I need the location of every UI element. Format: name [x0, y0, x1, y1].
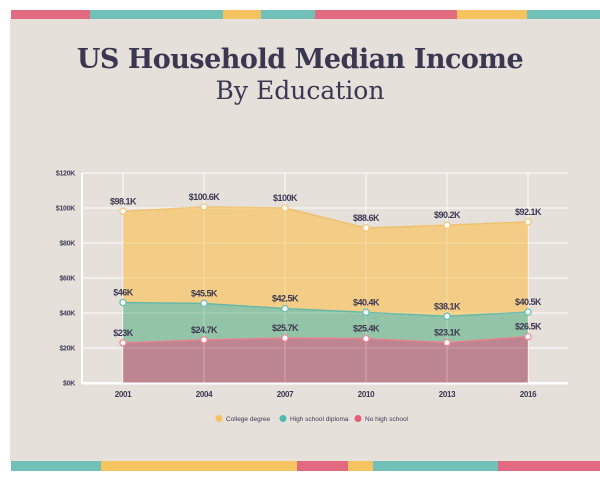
- line-no-high-school: [122, 335, 529, 344]
- data-point-label-no-high-school: $25.7K: [272, 323, 299, 333]
- data-point-label-college-degree: $100K: [273, 193, 298, 203]
- data-point-marker-no-high-school: [200, 336, 208, 344]
- data-point-label-college-degree: $100.6K: [189, 192, 221, 202]
- data-point-label-college-degree: $98.1K: [110, 196, 137, 206]
- stripe-segment-yellow: [223, 10, 261, 19]
- data-point-label-no-high-school: $26.5K: [515, 322, 542, 332]
- data-point-marker-college-degree: [362, 224, 370, 232]
- legend-dot-no-high-school: [354, 415, 362, 422]
- data-point-marker-college-degree: [200, 203, 208, 211]
- data-point-marker-no-high-school: [443, 338, 451, 347]
- data-point-marker-high-school-diploma: [200, 299, 208, 308]
- stripe-segment-teal: [373, 461, 498, 471]
- stripe-segment-yellow: [348, 461, 373, 471]
- stripe-segment-teal: [527, 10, 600, 19]
- data-point-marker-college-degree: [119, 207, 127, 216]
- y-tick-label: $100K: [56, 206, 75, 213]
- data-point-marker-high-school-diploma: [119, 298, 127, 307]
- data-point-marker-no-high-school: [524, 332, 532, 341]
- y-tick-label: $60K: [59, 276, 75, 283]
- y-tick-label: $40K: [59, 311, 75, 318]
- legend-label-high-school-diploma: High school diploma: [290, 416, 349, 423]
- data-point-marker-no-high-school: [119, 339, 127, 347]
- y-tick-label: $20K: [59, 346, 75, 353]
- x-tick-label: 2013: [439, 390, 456, 399]
- y-tick-label: $120K: [56, 171, 75, 178]
- data-point-label-college-degree: $92.1K: [515, 207, 542, 217]
- x-tick-label: 2010: [358, 390, 375, 399]
- x-tick-label: 2001: [115, 390, 132, 399]
- data-point-marker-high-school-diploma: [443, 312, 451, 321]
- line-high-school-diploma: [122, 301, 529, 318]
- data-point-label-high-school-diploma: $40.4K: [353, 297, 380, 307]
- stripe-segment-pink: [11, 10, 90, 19]
- x-tick-label: 2007: [277, 390, 294, 399]
- data-point-marker-no-high-school: [362, 334, 370, 343]
- decorative-stripe-top: [11, 10, 600, 19]
- x-tick-label: 2004: [196, 390, 213, 399]
- stripe-segment-pink: [315, 10, 457, 19]
- data-point-marker-college-degree: [443, 221, 451, 229]
- data-point-label-no-high-school: $25.4K: [353, 324, 380, 334]
- line-college-degree: [122, 206, 529, 229]
- page-title: US Household Median Income: [76, 44, 524, 75]
- legend-dot-high-school-diploma: [279, 415, 287, 422]
- data-point-label-no-high-school: $23K: [113, 328, 134, 338]
- page-subtitle: By Education: [215, 75, 385, 105]
- data-point-marker-high-school-diploma: [362, 308, 370, 317]
- data-point-marker-high-school-diploma: [281, 304, 289, 313]
- stripe-segment-yellow: [457, 10, 527, 19]
- x-tick-label: 2016: [520, 390, 537, 399]
- y-tick-label: $80K: [59, 241, 75, 248]
- data-point-label-no-high-school: $24.7K: [191, 325, 218, 335]
- data-point-label-high-school-diploma: $38.1K: [434, 301, 461, 311]
- data-point-label-college-degree: $90.2K: [434, 210, 461, 220]
- legend-label-no-high-school: No high school: [365, 416, 409, 423]
- data-point-marker-college-degree: [281, 204, 289, 212]
- stripe-segment-teal: [90, 10, 223, 19]
- data-point-label-high-school-diploma: $46K: [113, 288, 134, 298]
- legend-label-college-degree: College degree: [226, 416, 270, 423]
- data-point-label-no-high-school: $23.1K: [434, 328, 461, 338]
- data-point-label-high-school-diploma: $42.5K: [272, 294, 299, 304]
- chart-title-block: US Household Median Income By Education: [0, 44, 600, 105]
- data-point-label-high-school-diploma: $45.5K: [191, 288, 218, 298]
- area-no-high-school: [123, 336, 528, 383]
- data-point-label-college-degree: $88.6K: [353, 213, 380, 223]
- decorative-stripe-bottom: [11, 461, 600, 471]
- legend-dot-college-degree: [215, 415, 223, 422]
- stripe-segment-pink: [498, 461, 600, 471]
- stripe-segment-teal: [11, 461, 101, 471]
- stripe-segment-pink: [297, 461, 348, 471]
- y-tick-label: $0K: [63, 381, 75, 388]
- data-point-label-high-school-diploma: $40.5K: [515, 297, 542, 307]
- stripe-segment-teal: [261, 10, 315, 19]
- data-point-marker-no-high-school: [281, 334, 289, 342]
- data-point-marker-college-degree: [524, 218, 532, 226]
- stripe-segment-yellow: [101, 461, 297, 471]
- data-point-marker-high-school-diploma: [524, 308, 532, 316]
